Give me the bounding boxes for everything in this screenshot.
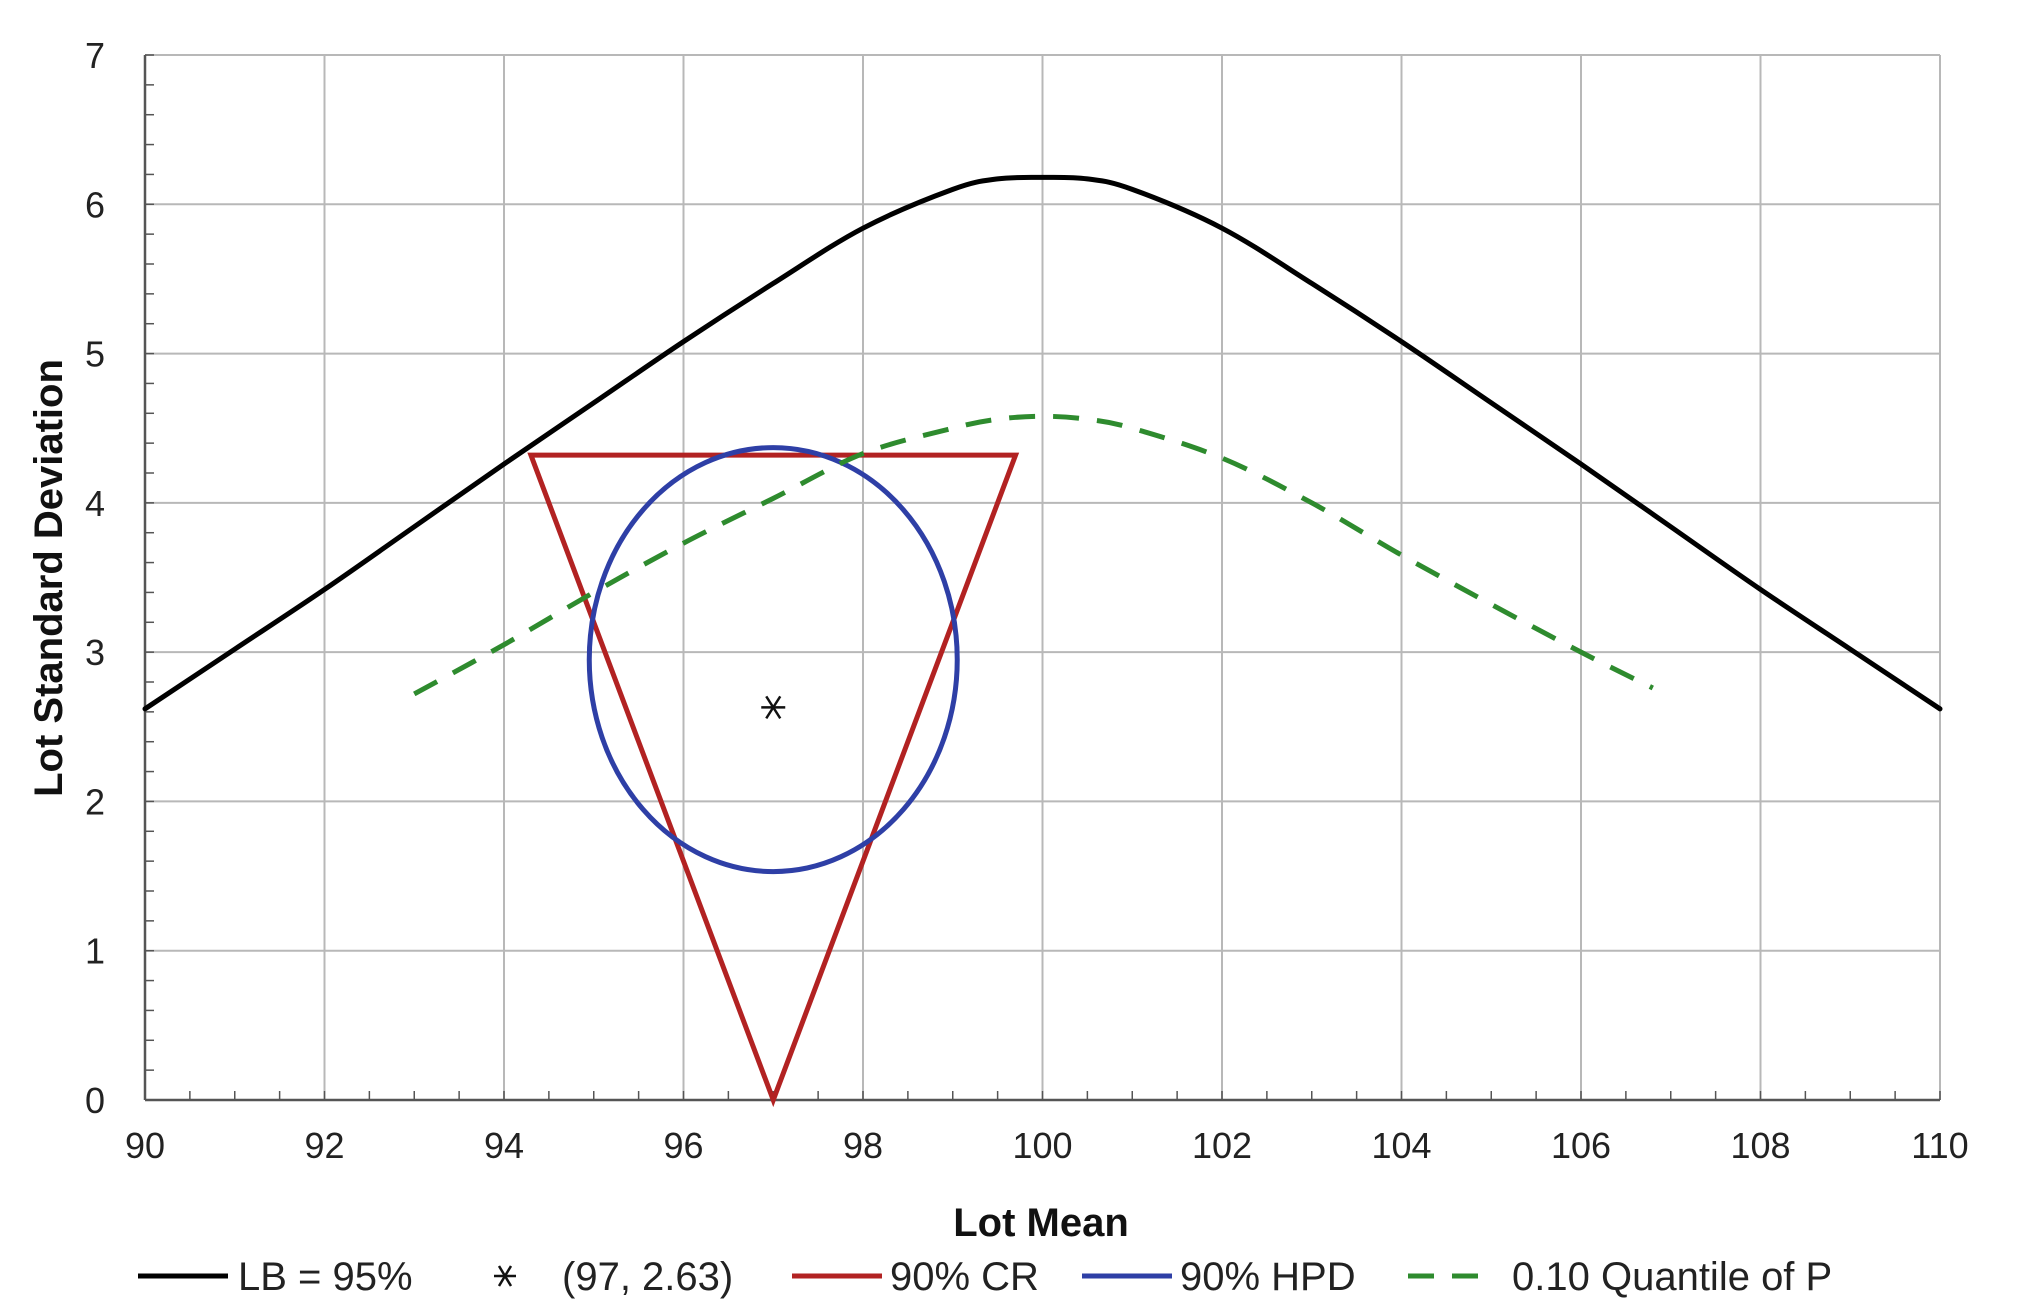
legend: LB = 95% (97, 2.63) 90% CR 90% HPD 0.10 …	[138, 1255, 1832, 1299]
y-tick-label: 3	[85, 632, 105, 673]
data-point-marker	[761, 695, 786, 720]
legend-label-point: (97, 2.63)	[562, 1255, 733, 1299]
x-tick-label: 96	[663, 1125, 703, 1166]
x-tick-label: 94	[484, 1125, 524, 1166]
x-tick-label: 106	[1551, 1125, 1611, 1166]
y-tick-label: 6	[85, 184, 105, 225]
tick-label-layer: 90 92 94 96 98 100 102 104 106 108 110 0 1 2 3 4 5 6 7	[85, 35, 1969, 1166]
axis-layer	[143, 55, 1940, 1102]
legend-swatch-point	[494, 1265, 516, 1287]
series-line-quantile	[413, 413, 1654, 697]
legend-label-quantile: 0.10 Quantile of P	[1512, 1255, 1832, 1299]
x-tick-label: 98	[843, 1125, 883, 1166]
x-tick-label: 100	[1012, 1125, 1072, 1166]
series-ellipse-hpd	[586, 445, 960, 875]
y-axis-title: Lot Standard Deviation	[27, 359, 71, 797]
x-tick-label: 90	[125, 1125, 165, 1166]
series-line-lb	[142, 174, 1943, 712]
legend-label-cr: 90% CR	[890, 1255, 1039, 1299]
x-axis-title: Lot Mean	[953, 1201, 1129, 1245]
y-tick-label: 4	[85, 483, 105, 524]
series-layer	[142, 174, 1943, 1108]
x-tick-label: 92	[304, 1125, 344, 1166]
y-tick-label: 2	[85, 781, 105, 822]
y-tick-label: 7	[85, 35, 105, 76]
y-tick-label: 5	[85, 334, 105, 375]
y-tick-label: 0	[85, 1080, 105, 1121]
series-triangle-cr	[527, 452, 1020, 1108]
y-tick-label: 1	[85, 931, 105, 972]
x-tick-label: 110	[1911, 1125, 1968, 1166]
grid-layer	[144, 54, 1941, 1101]
x-tick-label: 104	[1371, 1125, 1431, 1166]
legend-label-lb: LB = 95%	[238, 1255, 413, 1299]
x-tick-label: 102	[1192, 1125, 1252, 1166]
legend-label-hpd: 90% HPD	[1180, 1255, 1356, 1299]
x-tick-label: 108	[1730, 1125, 1790, 1166]
